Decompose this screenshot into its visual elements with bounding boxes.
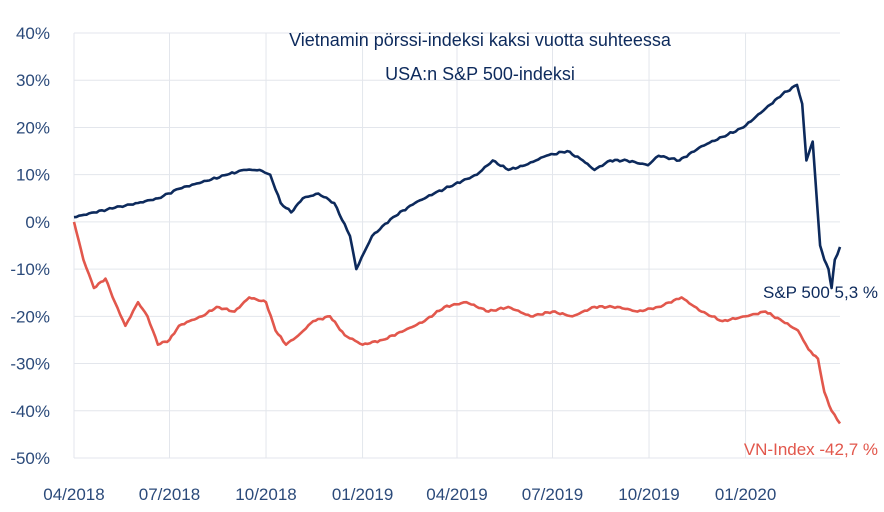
chart-subtitle: USA:n S&P 500-indeksi xyxy=(385,64,575,84)
chart-title: Vietnamin pörssi-indeksi kaksi vuotta su… xyxy=(289,30,672,50)
x-tick-label: 10/2018 xyxy=(235,485,296,504)
y-tick-label: -50% xyxy=(10,449,50,468)
x-tick-label: 04/2019 xyxy=(426,485,487,504)
x-tick-label: 01/2020 xyxy=(715,485,776,504)
sp500-end-label: S&P 500 5,3 % xyxy=(763,283,878,302)
y-tick-label: 20% xyxy=(16,118,50,137)
y-tick-label: 10% xyxy=(16,166,50,185)
x-tick-label: 04/2018 xyxy=(43,485,104,504)
vnindex-line xyxy=(72,221,842,425)
y-tick-label: 0% xyxy=(25,213,50,232)
y-tick-label: -40% xyxy=(10,402,50,421)
y-tick-label: 40% xyxy=(16,24,50,43)
y-tick-label: 30% xyxy=(16,71,50,90)
y-tick-label: -30% xyxy=(10,355,50,374)
grid-lines xyxy=(73,32,840,459)
vnindex-end-label: VN-Index -42,7 % xyxy=(744,440,878,459)
y-tick-label: -10% xyxy=(10,260,50,279)
sp500-line xyxy=(73,83,842,290)
x-tick-label: 07/2018 xyxy=(139,485,200,504)
x-tick-label: 10/2019 xyxy=(618,485,679,504)
x-tick-label: 07/2019 xyxy=(522,485,583,504)
x-axis-ticks: 04/2018 07/2018 10/2018 01/2019 04/2019 07/20… xyxy=(43,485,776,504)
series-lines xyxy=(72,83,842,425)
y-tick-label: -20% xyxy=(10,307,50,326)
y-axis-ticks: -50% -40% -30% -20% -10% 0% 10% 20% 30% 40% xyxy=(10,24,50,468)
x-tick-label: 01/2019 xyxy=(332,485,393,504)
